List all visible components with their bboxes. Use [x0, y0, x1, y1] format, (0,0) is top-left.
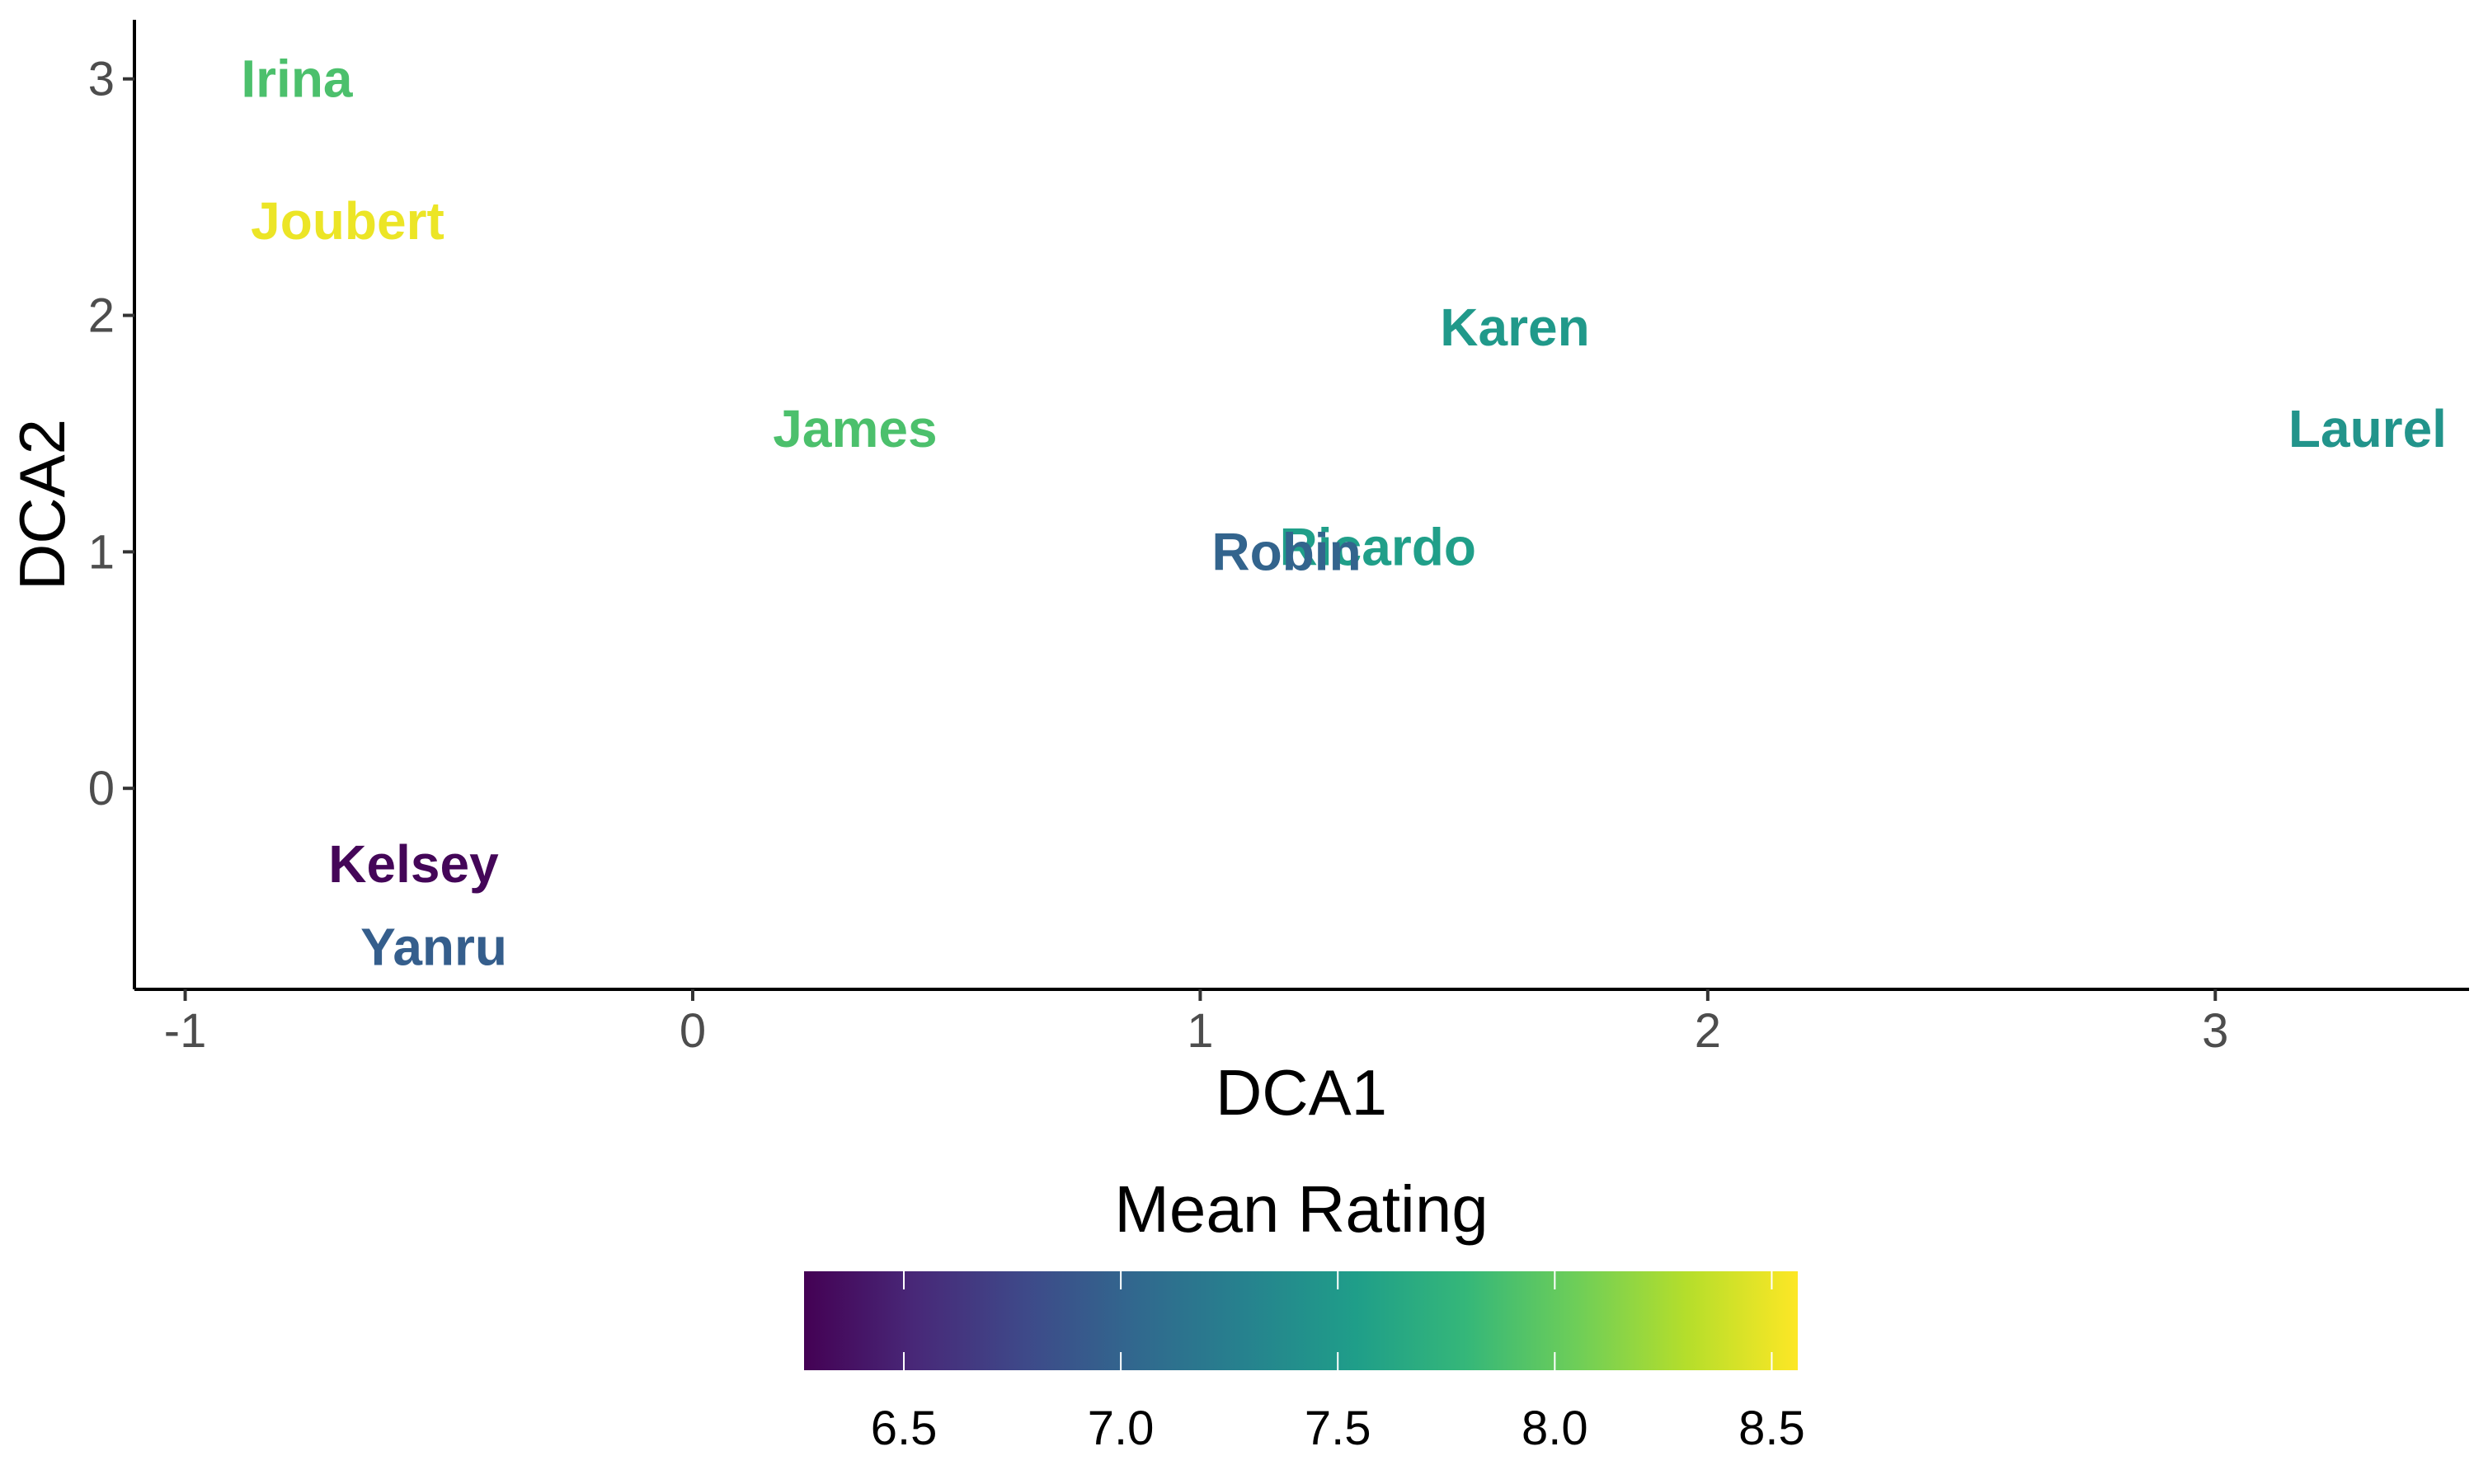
legend-tick-label: 7.5	[1305, 1402, 1371, 1455]
point-label-joubert: Joubert	[251, 191, 444, 251]
y-tick-label: 0	[88, 762, 115, 815]
x-tick-label: 2	[1695, 1004, 1721, 1058]
legend-ticks: 6.5 7.0 7.5 8.0 8.5	[871, 1271, 1805, 1455]
y-tick-label: 2	[88, 289, 115, 343]
point-label-kelsey: Kelsey	[328, 834, 499, 894]
x-tick-label: 3	[2202, 1004, 2228, 1058]
point-label-laurel: Laurel	[2288, 399, 2447, 458]
point-labels: Irina Joubert Karen James Laurel RicardoRobin…	[241, 49, 2447, 977]
legend-tick-label: 6.5	[871, 1402, 938, 1455]
colorbar	[804, 1271, 1798, 1370]
y-tick-label: 3	[88, 53, 115, 106]
plot-panel: -1 0 1 2 3 0 1 2 3 Irina Joubert Karen James Laurel…	[88, 20, 2469, 1058]
y-ticks: 0 1 2 3	[88, 53, 134, 815]
legend-tick-label: 8.5	[1738, 1402, 1805, 1455]
y-axis-title: DCA2	[6, 419, 78, 590]
x-tick-label: 0	[680, 1004, 706, 1058]
legend-title: Mean Rating	[1114, 1172, 1489, 1246]
legend-tick-label: 8.0	[1522, 1402, 1588, 1455]
point-label-yanru: Yanru	[360, 917, 507, 976]
x-ticks: -1 0 1 2 3	[164, 989, 2228, 1058]
point-label-ricardo: Ricardo	[1280, 518, 1476, 577]
point-label-robin: Robin	[1211, 522, 1361, 581]
colorbar-legend: Mean Rating 6.5 7.0 7.5 8.0 8.5	[804, 1172, 1805, 1455]
point-label-irina: Irina	[241, 49, 353, 109]
x-axis-title: DCA1	[1216, 1056, 1387, 1129]
legend-tick-label: 7.0	[1088, 1402, 1155, 1455]
y-tick-label: 1	[88, 525, 115, 579]
x-tick-label: 1	[1187, 1004, 1213, 1058]
point-label-karen: Karen	[1440, 298, 1589, 357]
x-tick-label: -1	[164, 1004, 207, 1058]
point-label-james: James	[773, 399, 937, 458]
